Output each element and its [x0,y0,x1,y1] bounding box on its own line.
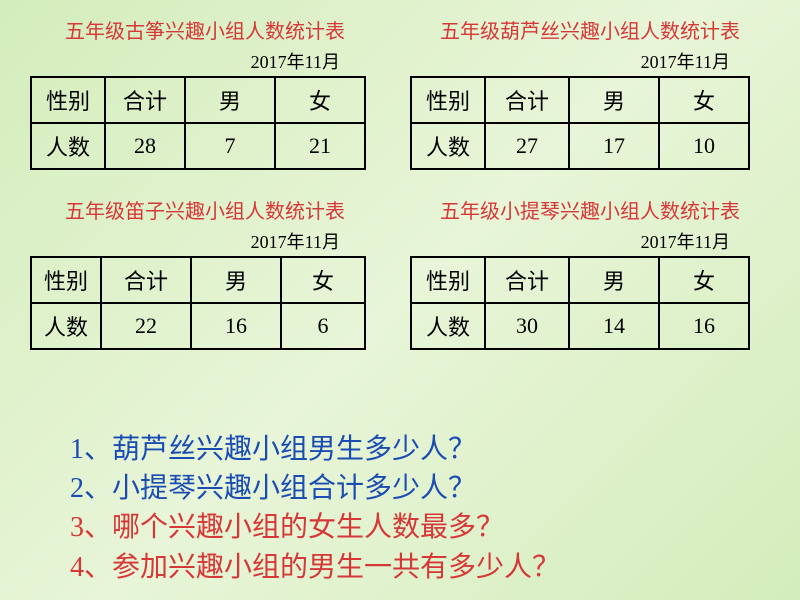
table-cell: 男 [191,257,281,303]
table-section-hulusi: 五年级葫芦丝兴趣小组人数统计表 2017年11月 性别合计男女人数271710 [410,15,770,170]
table-cell: 合计 [485,77,569,123]
table-cell: 21 [275,123,365,169]
stat-table: 性别合计男女人数271710 [410,76,750,170]
table-cell: 人数 [411,123,485,169]
table-cell: 7 [185,123,275,169]
table-cell: 16 [191,303,281,349]
table-cell: 22 [101,303,191,349]
table-title: 五年级小提琴兴趣小组人数统计表 [410,195,770,224]
table-cell: 性别 [411,257,485,303]
stat-table: 性别合计男女人数28721 [30,76,366,170]
table-cell: 人数 [31,123,105,169]
table-cell: 30 [485,303,569,349]
table-cell: 女 [659,257,749,303]
table-cell: 16 [659,303,749,349]
table-cell: 28 [105,123,185,169]
table-section-violin: 五年级小提琴兴趣小组人数统计表 2017年11月 性别合计男女人数301416 [410,195,770,350]
stat-table: 性别合计男女人数22166 [30,256,366,350]
table-cell: 合计 [101,257,191,303]
table-title: 五年级葫芦丝兴趣小组人数统计表 [410,15,770,44]
question-line: 1、葫芦丝兴趣小组男生多少人？ [70,430,560,469]
table-cell: 合计 [485,257,569,303]
table-cell: 男 [569,257,659,303]
table-cell: 男 [185,77,275,123]
table-cell: 合计 [105,77,185,123]
questions-block: 1、葫芦丝兴趣小组男生多少人？2、小提琴兴趣小组合计多少人？3、哪个兴趣小组的女… [70,430,560,587]
table-section-guzheng: 五年级古筝兴趣小组人数统计表 2017年11月 性别合计男女人数28721 [30,15,380,170]
table-cell: 14 [569,303,659,349]
question-line: 2、小提琴兴趣小组合计多少人？ [70,469,560,508]
table-title: 五年级笛子兴趣小组人数统计表 [30,195,380,224]
question-line: 4、参加兴趣小组的男生一共有多少人？ [70,548,560,587]
table-cell: 男 [569,77,659,123]
table-cell: 女 [281,257,365,303]
table-date: 2017年11月 [410,48,770,74]
table-date: 2017年11月 [30,228,380,254]
table-cell: 人数 [31,303,101,349]
question-line: 3、哪个兴趣小组的女生人数最多？ [70,508,560,547]
stat-table: 性别合计男女人数301416 [410,256,750,350]
table-date: 2017年11月 [30,48,380,74]
table-cell: 性别 [411,77,485,123]
table-cell: 女 [659,77,749,123]
table-cell: 10 [659,123,749,169]
table-title: 五年级古筝兴趣小组人数统计表 [30,15,380,44]
table-cell: 6 [281,303,365,349]
table-cell: 27 [485,123,569,169]
table-date: 2017年11月 [410,228,770,254]
table-cell: 女 [275,77,365,123]
table-section-dizi: 五年级笛子兴趣小组人数统计表 2017年11月 性别合计男女人数22166 [30,195,380,350]
table-cell: 17 [569,123,659,169]
table-cell: 人数 [411,303,485,349]
table-cell: 性别 [31,257,101,303]
table-cell: 性别 [31,77,105,123]
